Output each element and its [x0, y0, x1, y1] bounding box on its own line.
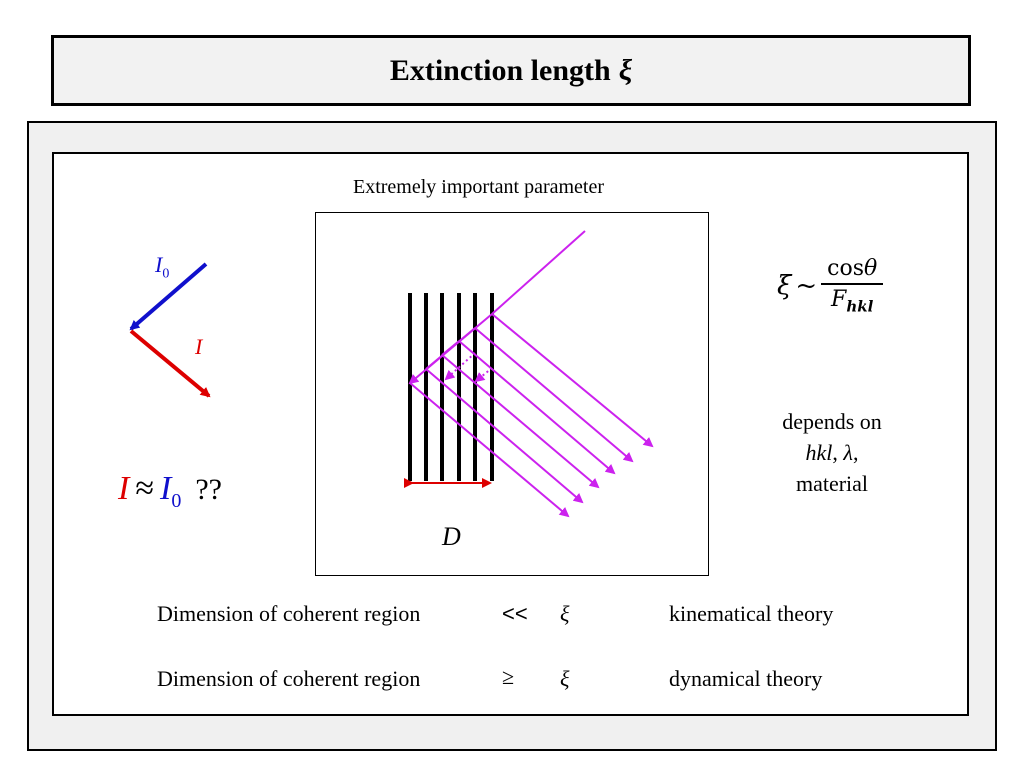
- reflected-beam: [441, 354, 600, 489]
- dependencies-line3: material: [795, 471, 869, 496]
- formula-numerator: cosθ: [821, 256, 884, 285]
- reflected-beam: [458, 340, 616, 475]
- lattice-planes: [408, 293, 494, 481]
- crystal-diagram: [315, 212, 709, 576]
- row-2-label: Dimension of coherent region: [157, 666, 421, 691]
- incident-beam: [491, 230, 586, 315]
- crystal-diagram-svg: [404, 230, 654, 518]
- title-box: Extinction length ξ: [51, 35, 971, 106]
- intensity-approximation: I ≈ I0??: [118, 470, 222, 513]
- slide-title: Extinction length: [389, 53, 611, 87]
- row-2-relation: ≥: [502, 664, 515, 689]
- approx-operator: ≈: [135, 470, 154, 507]
- extinction-formula: ξ ~ cosθ Fhkl: [777, 256, 884, 316]
- approx-question: ??: [195, 473, 222, 506]
- row-1-relation: <<: [502, 601, 528, 626]
- diffracted-beam-arrow: [129, 329, 211, 398]
- formula-lhs: ξ: [777, 270, 792, 301]
- row-1-label: Dimension of coherent region: [157, 601, 421, 626]
- reflected-beam: [425, 368, 584, 504]
- reflected-beam: [491, 313, 654, 448]
- incident-beam-arrow: [129, 262, 208, 331]
- approx-rhs: I0: [160, 470, 182, 512]
- row-2-theory: dynamical theory: [669, 666, 823, 691]
- formula-relation: ~: [795, 270, 818, 301]
- formula-fraction: cosθ Fhkl: [821, 256, 884, 316]
- rediffracted-beam: [441, 340, 460, 356]
- rediffracted-beam-dotted: [444, 352, 476, 381]
- row-2-symbol: ξ: [560, 666, 570, 691]
- beam-paths: [408, 230, 654, 518]
- row-1-theory: kinematical theory: [669, 601, 834, 626]
- title-symbol: ξ: [618, 53, 633, 87]
- reflected-beam: [409, 382, 570, 518]
- rediffracted-beam-dotted: [474, 367, 493, 383]
- reflected-beam: [474, 327, 634, 463]
- thickness-label: D: [442, 522, 461, 551]
- incident-intensity-label: I0: [155, 252, 170, 282]
- approx-lhs: I: [118, 470, 130, 507]
- dependencies-note: depends on hkl, λ, material: [760, 406, 904, 499]
- diffracted-intensity-label: I: [195, 334, 203, 359]
- formula-denominator: Fhkl: [831, 287, 874, 316]
- subtitle: Extremely important parameter: [353, 176, 605, 198]
- row-1-symbol: ξ: [560, 601, 570, 626]
- dependencies-line1: depends on: [782, 409, 882, 434]
- dependencies-line2: hkl, λ,: [805, 440, 859, 465]
